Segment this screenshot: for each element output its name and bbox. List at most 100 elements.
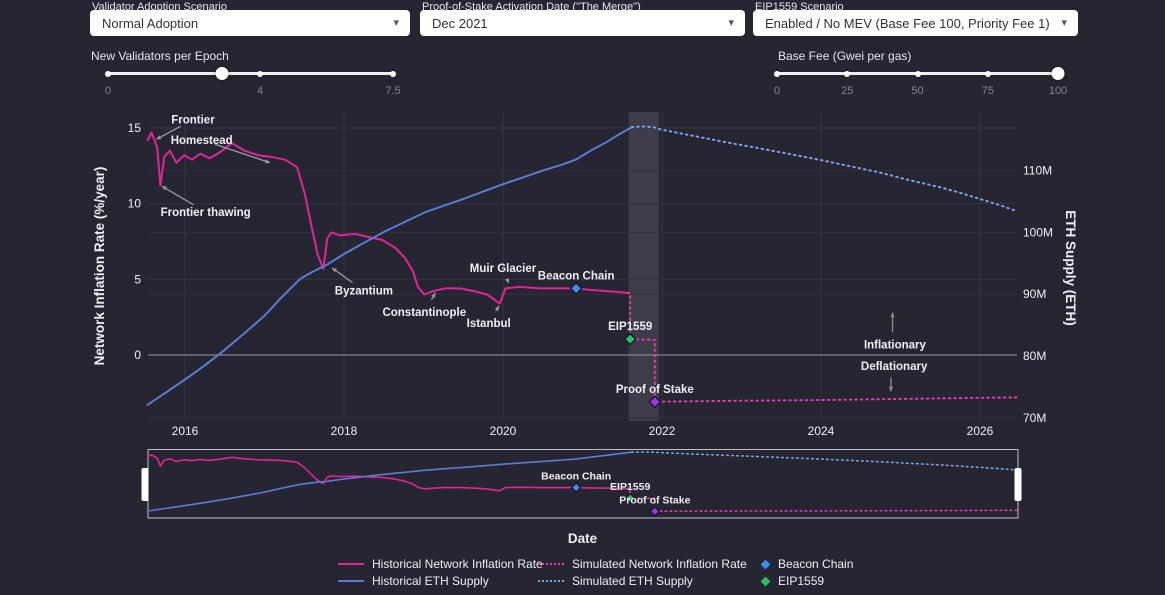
- legend-label: Historical Network Inflation Rate: [372, 557, 543, 571]
- merge-highlight-band: [628, 112, 659, 421]
- annotation-frontier-thawing: Frontier thawing: [161, 207, 251, 219]
- series-hist_inflation: [146, 131, 629, 305]
- rangeslider-handle-right[interactable]: [1014, 468, 1022, 501]
- x-tick: 2018: [331, 424, 358, 438]
- y-axis-title-right: ETH Supply (ETH): [1063, 210, 1078, 326]
- annotation-arrow: [214, 143, 271, 164]
- slider-track[interactable]: [108, 72, 393, 75]
- x-tick: 2020: [490, 424, 517, 438]
- x-tick: 2022: [649, 424, 676, 438]
- legend-swatch-hist_supply: [338, 580, 364, 582]
- slider-tick-label: 0: [104, 85, 112, 97]
- annotation-inflationary: Inflationary: [864, 340, 927, 352]
- y-left-tick: 5: [134, 272, 141, 286]
- annotation-arrowhead: [890, 312, 895, 318]
- slider-mark[interactable]: [914, 70, 921, 77]
- legend-label: Historical ETH Supply: [372, 574, 489, 588]
- annotation-istanbul: Istanbul: [467, 318, 511, 330]
- y-left-tick: 10: [128, 197, 142, 211]
- chevron-down-icon: ▾: [728, 17, 734, 29]
- legend-swatch-sim_inflation: [538, 563, 564, 565]
- marker-label-pos: Proof of Stake: [616, 384, 694, 396]
- legend-item[interactable]: Simulated Network Inflation Rate: [538, 556, 747, 572]
- annotation-constantinople: Constantinople: [382, 307, 466, 319]
- series-hist_supply: [146, 126, 633, 406]
- chevron-down-icon: ▾: [1061, 17, 1067, 29]
- beacon-diamond-icon: [759, 557, 772, 571]
- legend-item[interactable]: Historical Network Inflation Rate: [338, 556, 543, 572]
- base-fee-slider[interactable]: 0 25 50 75 100: [774, 67, 1067, 97]
- y-right-tick: 110M: [1023, 164, 1052, 178]
- annotation-arrowhead: [505, 278, 510, 284]
- proof-of-stake-marker: [648, 395, 662, 409]
- y-right-tick: 100M: [1023, 225, 1053, 239]
- slider-handle[interactable]: [1051, 67, 1065, 80]
- legend-label: Simulated Network Inflation Rate: [572, 557, 747, 571]
- validator-adoption-group: Validator Adoption Scenario Normal Adopt…: [90, 0, 410, 40]
- annotation-arrowhead: [888, 386, 894, 392]
- mini-series-hist_inflation: [146, 454, 629, 492]
- x-tick: 2024: [808, 424, 835, 438]
- basefee-slider-label: Base Fee (Gwei per gas): [778, 49, 912, 63]
- x-axis-title: Date: [568, 531, 598, 546]
- mini-marker-label: Proof of Stake: [619, 494, 690, 506]
- legend-item[interactable]: Historical ETH Supply: [338, 573, 489, 589]
- annotation-arrowhead: [431, 292, 436, 298]
- slider-mark[interactable]: [774, 70, 780, 77]
- annotation-arrowhead: [494, 305, 499, 311]
- eip1559-marker: [623, 332, 637, 346]
- series-sim_supply: [630, 125, 1019, 213]
- slider-handle[interactable]: [215, 67, 229, 80]
- eip1559-scenario-value: Enabled / No MEV (Base Fee 100, Priority…: [765, 15, 1050, 31]
- slider-tick-label: 75: [981, 85, 994, 97]
- mini-proof-of-stake-marker: [649, 505, 661, 517]
- slider-tick-label: 7.5: [385, 85, 401, 97]
- mini-marker-label: EIP1559: [610, 481, 650, 493]
- annotation-arrowhead: [332, 268, 337, 273]
- slider-mark[interactable]: [984, 70, 991, 77]
- slider-mark[interactable]: [844, 70, 851, 77]
- legend-label: Simulated ETH Supply: [572, 574, 693, 588]
- y-left-tick: 0: [134, 348, 141, 362]
- x-tick: 2026: [967, 424, 994, 438]
- validator-adoption-value: Normal Adoption: [102, 15, 199, 31]
- slider-mark[interactable]: [257, 70, 263, 77]
- mini-series-hist_supply: [146, 451, 633, 512]
- slider-mark[interactable]: [390, 70, 396, 77]
- marker-label-eip1559: EIP1559: [608, 321, 652, 333]
- legend-item[interactable]: Beacon Chain: [753, 556, 853, 572]
- pos-date-group: Proof-of-Stake Activation Date ("The Mer…: [420, 0, 745, 40]
- x-tick: 2016: [172, 424, 199, 438]
- legend-item[interactable]: Simulated ETH Supply: [538, 573, 693, 589]
- marker-label-beacon: Beacon Chain: [538, 270, 615, 282]
- eip1559-scenario-dropdown[interactable]: Enabled / No MEV (Base Fee 100, Priority…: [753, 10, 1078, 36]
- pos-date-value: Dec 2021: [432, 15, 488, 31]
- slider-mark[interactable]: [105, 70, 111, 77]
- slider-tick-label: 4: [256, 85, 264, 97]
- annotation-homestead: Homestead: [171, 135, 233, 147]
- annotation-arrow: [156, 125, 181, 140]
- validator-adoption-dropdown[interactable]: Normal Adoption ▾: [90, 10, 410, 36]
- y-right-tick: 90M: [1023, 287, 1046, 301]
- slider-tick-label: 50: [911, 85, 924, 97]
- eip1559-scenario-group: EIP1559 Scenario Enabled / No MEV (Base …: [753, 0, 1078, 40]
- annotation-frontier: Frontier: [171, 115, 215, 127]
- validators-per-epoch-slider[interactable]: 0 4 7.5: [104, 67, 401, 97]
- mini-series-sim_inflation: [627, 487, 1019, 513]
- rangeslider-handle-left[interactable]: [141, 468, 149, 501]
- annotation-deflationary: Deflationary: [861, 361, 928, 373]
- legend-swatch-hist_inflation: [338, 563, 364, 565]
- y-left-tick: 15: [128, 121, 142, 135]
- legend-label: EIP1559: [778, 574, 825, 588]
- annotation-byzantium: Byzantium: [335, 286, 393, 298]
- legend-item[interactable]: EIP1559: [753, 573, 824, 589]
- series-sim_inflation: [626, 291, 1019, 403]
- annotation-arrowhead: [156, 135, 162, 140]
- legend-label: Beacon Chain: [778, 557, 854, 571]
- mini-beacon-chain-marker: [570, 482, 582, 494]
- pos-date-dropdown[interactable]: Dec 2021 ▾: [420, 10, 745, 36]
- beacon-chain-marker: [569, 281, 583, 295]
- chevron-down-icon: ▾: [393, 17, 399, 29]
- y-axis-title-left: Network Inflation Rate (%/year): [92, 167, 107, 366]
